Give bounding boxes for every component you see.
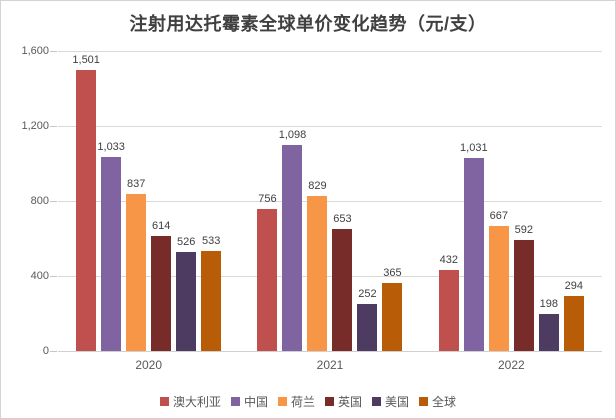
bar-rect — [282, 145, 303, 351]
bar-全球-2022: 294 — [563, 51, 584, 351]
x-axis-label-2022: 2022 — [497, 358, 525, 372]
legend-label: 中国 — [243, 395, 268, 409]
bar-rect — [438, 270, 459, 351]
y-axis-tick-label: 0 — [42, 345, 49, 357]
data-label: 829 — [308, 179, 327, 192]
bar-中国-2022: 1,031 — [460, 51, 488, 351]
bar-英国-2021: 653 — [332, 51, 353, 351]
bar-全球-2021: 365 — [382, 51, 403, 351]
bar-荷兰-2022: 667 — [488, 51, 509, 351]
gridline — [58, 201, 602, 202]
bar-美国-2020: 526 — [176, 51, 197, 351]
legend-swatch — [419, 397, 429, 406]
bar-中国-2021: 1,098 — [279, 51, 306, 351]
legend-label: 澳大利亚 — [172, 395, 221, 409]
data-label: 837 — [126, 178, 146, 191]
legend-swatch — [277, 397, 287, 406]
legend-swatch — [230, 397, 240, 406]
legend-label: 英国 — [338, 395, 363, 409]
bar-澳大利亚-2022: 432 — [438, 51, 459, 351]
bar-全球-2020: 533 — [201, 51, 222, 351]
y-axis-tick — [50, 276, 57, 277]
legend-item-全球: 全球 — [419, 393, 456, 410]
bar-英国-2020: 614 — [151, 51, 172, 351]
gridline — [58, 276, 602, 277]
bar-rect — [176, 252, 197, 351]
bar-rect — [563, 295, 584, 351]
legend-swatch — [372, 397, 382, 406]
y-axis-tick — [50, 126, 57, 127]
bar-rect — [307, 195, 328, 351]
bar-美国-2022: 198 — [538, 51, 559, 351]
data-label: 294 — [564, 279, 583, 292]
data-label: 252 — [358, 287, 377, 300]
y-axis-tick-label: 1,200 — [21, 120, 49, 132]
x-axis-labels: 2020 2021 2022 — [58, 358, 602, 372]
bar-rect — [513, 240, 534, 351]
data-label: 198 — [539, 297, 558, 310]
gridline — [58, 126, 602, 127]
bar-rect — [463, 157, 484, 351]
bar-rect — [488, 225, 509, 351]
bar-group-2020: 1,501 1,033 837 614 526 533 — [72, 51, 222, 351]
legend-item-澳大利亚: 澳大利亚 — [159, 393, 221, 410]
data-label: 1,098 — [278, 129, 307, 142]
bar-rect — [201, 251, 222, 351]
legend-item-荷兰: 荷兰 — [277, 393, 315, 410]
y-axis-tick-label: 800 — [30, 195, 49, 207]
bar-rect — [538, 313, 559, 351]
bar-group-2021: 756 1,098 829 653 252 365 — [257, 51, 403, 351]
x-axis-label-2021: 2021 — [316, 358, 344, 372]
gridline — [58, 51, 602, 52]
x-axis-line — [58, 351, 602, 352]
bar-英国-2022: 592 — [513, 51, 534, 351]
data-label: 1,501 — [72, 53, 100, 66]
y-axis-tick — [50, 51, 57, 52]
bar-groups: 1,501 1,033 837 614 526 533 756 1,098 829 653 252 3… — [58, 51, 602, 351]
legend-item-中国: 中国 — [230, 393, 268, 410]
bar-荷兰-2020: 837 — [126, 51, 147, 351]
data-label: 526 — [176, 236, 196, 249]
legend-swatch — [325, 397, 334, 406]
legend-label: 荷兰 — [290, 395, 315, 409]
data-label: 653 — [333, 212, 352, 225]
y-axis-tick — [50, 201, 57, 202]
data-label: 533 — [201, 235, 221, 248]
legend-item-英国: 英国 — [325, 393, 362, 410]
y-axis-tick — [50, 351, 57, 352]
bar-rect — [357, 303, 378, 351]
bar-rect — [257, 209, 278, 351]
bar-rect — [382, 282, 403, 351]
bar-澳大利亚-2020: 1,501 — [72, 51, 100, 351]
bar-澳大利亚-2021: 756 — [257, 51, 278, 351]
data-label: 1,031 — [460, 141, 488, 154]
legend-label: 美国 — [385, 395, 410, 409]
data-label: 614 — [151, 219, 171, 232]
bar-rect — [332, 228, 353, 351]
x-axis-label-2020: 2020 — [135, 358, 163, 372]
bar-美国-2021: 252 — [357, 51, 378, 351]
bar-荷兰-2021: 829 — [307, 51, 328, 351]
legend-label: 全球 — [432, 395, 457, 409]
bar-rect — [151, 235, 172, 351]
data-label: 432 — [439, 254, 458, 266]
legend-item-美国: 美国 — [372, 393, 409, 410]
data-label: 667 — [489, 209, 508, 222]
bar-rect — [76, 69, 97, 351]
legend: 澳大利亚 中国 荷兰 英国 美国 全球 — [1, 393, 615, 410]
data-label: 592 — [514, 224, 533, 236]
data-label: 1,033 — [97, 141, 125, 154]
bar-group-2022: 432 1,031 667 592 198 294 — [438, 51, 584, 351]
bar-中国-2020: 1,033 — [97, 51, 125, 351]
plot-area: 1,501 1,033 837 614 526 533 756 1,098 829 653 252 3… — [50, 51, 602, 352]
y-axis-tick-label: 400 — [30, 270, 49, 282]
data-label: 756 — [258, 193, 277, 206]
bar-rect — [101, 157, 122, 351]
chart-title: 注射用达托霉素全球单价变化趋势（元/支） — [129, 14, 487, 34]
legend-swatch — [159, 397, 169, 406]
y-axis-tick-label: 1,600 — [21, 45, 49, 57]
bar-rect — [126, 194, 147, 351]
data-label: 365 — [383, 266, 402, 279]
